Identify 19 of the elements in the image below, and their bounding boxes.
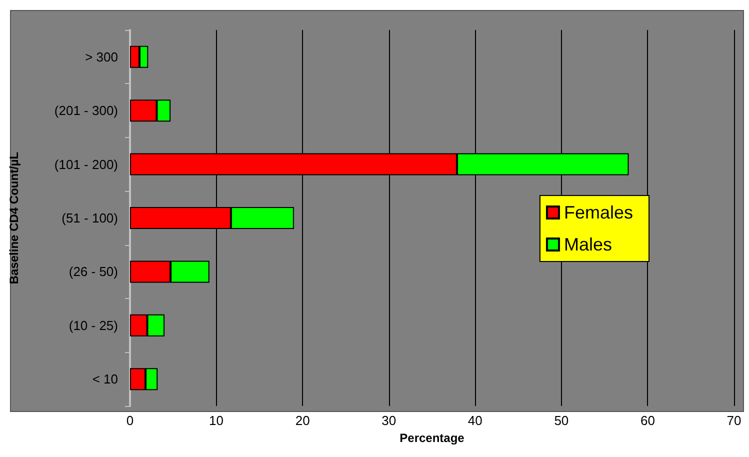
y-tick-label: (101 - 200) bbox=[54, 156, 118, 172]
x-tick-label: 40 bbox=[468, 413, 482, 428]
x-tick-label: 50 bbox=[554, 413, 569, 428]
x-tick-label: 20 bbox=[295, 413, 310, 428]
legend-label: Females bbox=[564, 202, 634, 222]
y-tick-label: (26 - 50) bbox=[68, 264, 118, 280]
y-tick-label: < 10 bbox=[92, 372, 118, 387]
x-tick-label: 70 bbox=[726, 413, 742, 428]
y-tick-label: > 300 bbox=[85, 49, 118, 64]
y-axis-title: Baseline CD4 Count/µL bbox=[7, 152, 21, 284]
x-tick-label: 10 bbox=[209, 413, 224, 428]
x-tick-label: 30 bbox=[382, 413, 396, 428]
y-tick-label: (51 - 100) bbox=[62, 210, 118, 226]
legend-label: Males bbox=[564, 234, 612, 254]
y-tick-label: (10 - 25) bbox=[68, 318, 118, 333]
x-tick-label: 60 bbox=[640, 413, 655, 428]
x-tick-label: 0 bbox=[126, 413, 134, 428]
x-axis-title: Percentage bbox=[400, 430, 465, 445]
y-tick-label: (201 - 300) bbox=[54, 103, 118, 118]
